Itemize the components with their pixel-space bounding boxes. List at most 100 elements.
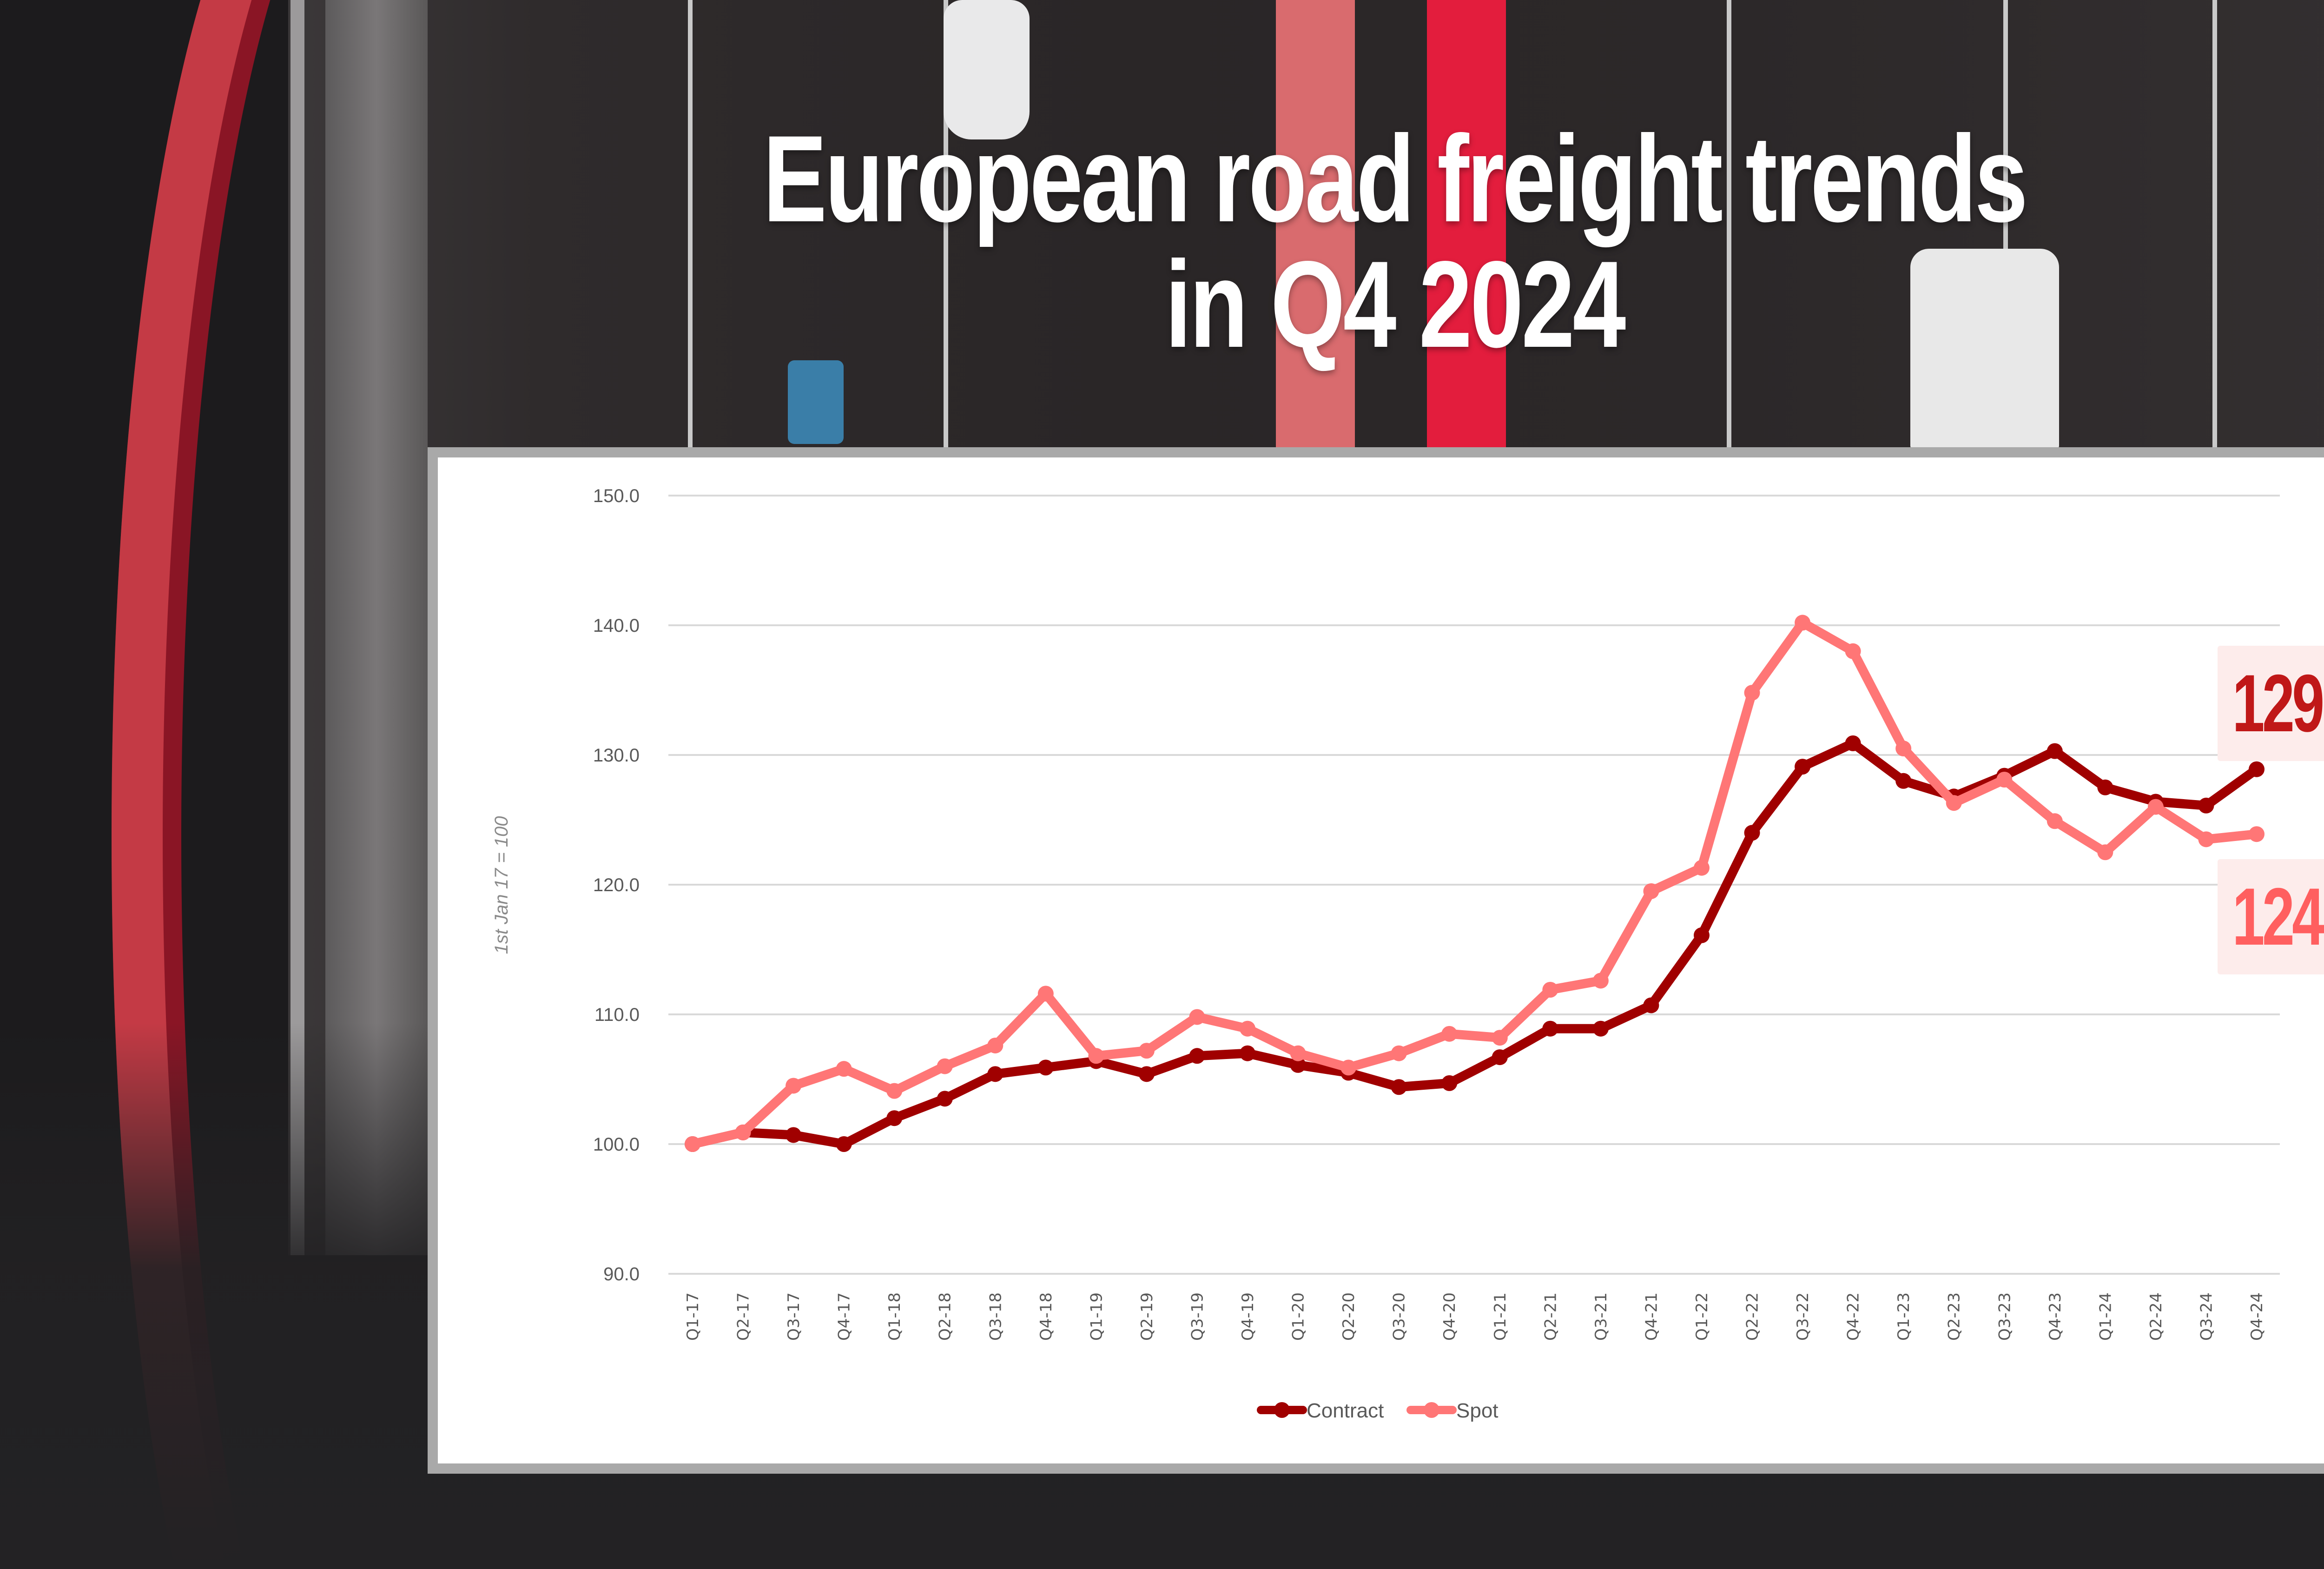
data-point[interactable] <box>1037 986 1054 1002</box>
chart-card: 90.0 100.0 110.0 120.0 130.0 140.0 150.0 Q1-17… <box>428 447 2324 1474</box>
title-line-1: European road freight trends <box>763 110 2028 248</box>
data-point[interactable] <box>2047 743 2063 759</box>
legend-item-spot[interactable]: Spot <box>1406 1399 1499 1422</box>
data-point[interactable] <box>786 1127 802 1143</box>
y-tick-label: 120.0 <box>593 875 640 895</box>
data-point[interactable] <box>836 1136 852 1152</box>
line-chart: 90.0 100.0 110.0 120.0 130.0 140.0 150.0 Q1-17… <box>491 486 2280 1422</box>
x-tick-label: Q2-18 <box>936 1292 955 1341</box>
x-tick-label: Q2-17 <box>734 1292 753 1341</box>
data-point[interactable] <box>2198 831 2214 847</box>
data-point[interactable] <box>1441 1026 1458 1042</box>
data-point[interactable] <box>1643 997 1659 1013</box>
data-point[interactable] <box>2047 813 2063 829</box>
data-point[interactable] <box>1088 1048 1104 1064</box>
data-point[interactable] <box>1643 883 1659 899</box>
data-point[interactable] <box>1693 927 1710 943</box>
data-point[interactable] <box>1240 1020 1256 1037</box>
data-point[interactable] <box>987 1037 1004 1053</box>
data-point[interactable] <box>1895 741 1912 757</box>
gridlines <box>668 495 2280 1275</box>
callout-contract-text: 129 <box>2232 658 2324 749</box>
data-point[interactable] <box>1290 1057 1306 1073</box>
data-point[interactable] <box>1795 615 1811 631</box>
data-point[interactable] <box>886 1083 903 1099</box>
data-point[interactable] <box>2249 826 2265 842</box>
data-point[interactable] <box>1138 1066 1155 1082</box>
data-point[interactable] <box>1795 759 1811 775</box>
x-tick-label: Q1-20 <box>1289 1292 1308 1341</box>
data-point[interactable] <box>1492 1030 1508 1046</box>
legend-item-contract[interactable]: Contract <box>1257 1399 1384 1422</box>
data-point[interactable] <box>1845 643 1861 659</box>
x-axis-ticks: Q1-17 Q2-17 Q3-17 Q4-17 Q1-18 Q2-18 Q3-18 Q4-18… <box>684 1292 2266 1341</box>
x-tick-label: Q3-17 <box>785 1292 803 1341</box>
x-tick-label: Q4-19 <box>1239 1292 1257 1341</box>
data-point[interactable] <box>735 1124 751 1140</box>
truck-white <box>1910 249 2059 449</box>
car-blue <box>788 360 844 444</box>
x-tick-label: Q4-22 <box>1844 1292 1863 1341</box>
data-point[interactable] <box>685 1136 700 1152</box>
data-point[interactable] <box>786 1078 802 1094</box>
x-tick-label: Q3-22 <box>1794 1292 1812 1341</box>
data-point[interactable] <box>1290 1045 1306 1061</box>
x-tick-label: Q1-21 <box>1491 1292 1510 1341</box>
data-point[interactable] <box>1895 773 1912 789</box>
x-tick-label: Q2-21 <box>1541 1292 1560 1341</box>
x-tick-label: Q2-20 <box>1340 1292 1358 1341</box>
data-point[interactable] <box>1240 1045 1256 1061</box>
x-tick-label: Q1-17 <box>684 1292 702 1341</box>
y-axis-title: 1st Jan 17 = 100 <box>491 816 512 954</box>
data-point[interactable] <box>1138 1043 1155 1059</box>
x-tick-label: Q4-24 <box>2248 1292 2266 1341</box>
x-tick-label: Q1-23 <box>1895 1292 1913 1341</box>
data-point[interactable] <box>1189 1009 1205 1025</box>
page-title: European road freight trends in Q4 2024 <box>307 116 2324 367</box>
data-point[interactable] <box>1693 860 1710 876</box>
data-point[interactable] <box>1037 1059 1054 1076</box>
data-point[interactable] <box>1492 1049 1508 1066</box>
x-tick-label: Q3-19 <box>1188 1292 1207 1341</box>
legend-label: Spot <box>1456 1399 1499 1422</box>
data-point[interactable] <box>937 1058 953 1074</box>
data-point[interactable] <box>1996 772 2013 788</box>
data-point[interactable] <box>987 1066 1004 1082</box>
data-point[interactable] <box>1744 685 1760 701</box>
x-tick-label: Q3-21 <box>1592 1292 1611 1341</box>
x-tick-label: Q1-24 <box>2096 1292 2115 1341</box>
x-tick-label: Q1-22 <box>1693 1292 1711 1341</box>
data-point[interactable] <box>1441 1075 1458 1091</box>
data-point[interactable] <box>1592 973 1609 989</box>
x-tick-label: Q4-18 <box>1037 1292 1056 1341</box>
data-point[interactable] <box>2198 797 2214 814</box>
data-point[interactable] <box>1744 825 1760 841</box>
car-white <box>944 0 1030 139</box>
x-tick-label: Q3-20 <box>1390 1292 1409 1341</box>
x-tick-label: Q3-24 <box>2197 1292 2216 1341</box>
y-tick-label: 90.0 <box>603 1264 640 1284</box>
data-point[interactable] <box>836 1061 852 1077</box>
data-point[interactable] <box>1845 735 1861 751</box>
y-axis-ticks: 90.0 100.0 110.0 120.0 130.0 140.0 150.0 <box>593 486 640 1284</box>
x-tick-label: Q2-24 <box>2147 1292 2166 1341</box>
data-point[interactable] <box>2097 779 2113 795</box>
data-point[interactable] <box>1189 1048 1205 1064</box>
data-point[interactable] <box>1340 1059 1357 1076</box>
data-point[interactable] <box>1946 795 1962 811</box>
data-point[interactable] <box>2249 761 2265 777</box>
callout-contract-value: 129 <box>2218 646 2324 761</box>
data-point[interactable] <box>2097 844 2113 861</box>
x-tick-label: Q3-23 <box>1995 1292 2014 1341</box>
data-point[interactable] <box>937 1091 953 1107</box>
data-point[interactable] <box>1391 1079 1407 1095</box>
data-point[interactable] <box>1542 981 1558 998</box>
y-tick-label: 110.0 <box>594 1005 640 1025</box>
y-tick-label: 100.0 <box>593 1134 640 1155</box>
data-point[interactable] <box>1592 1020 1609 1037</box>
data-point[interactable] <box>2147 799 2164 815</box>
data-point[interactable] <box>1542 1020 1558 1037</box>
callout-spot-text: 124 <box>2232 871 2324 962</box>
data-point[interactable] <box>1391 1045 1407 1061</box>
data-point[interactable] <box>886 1110 903 1126</box>
